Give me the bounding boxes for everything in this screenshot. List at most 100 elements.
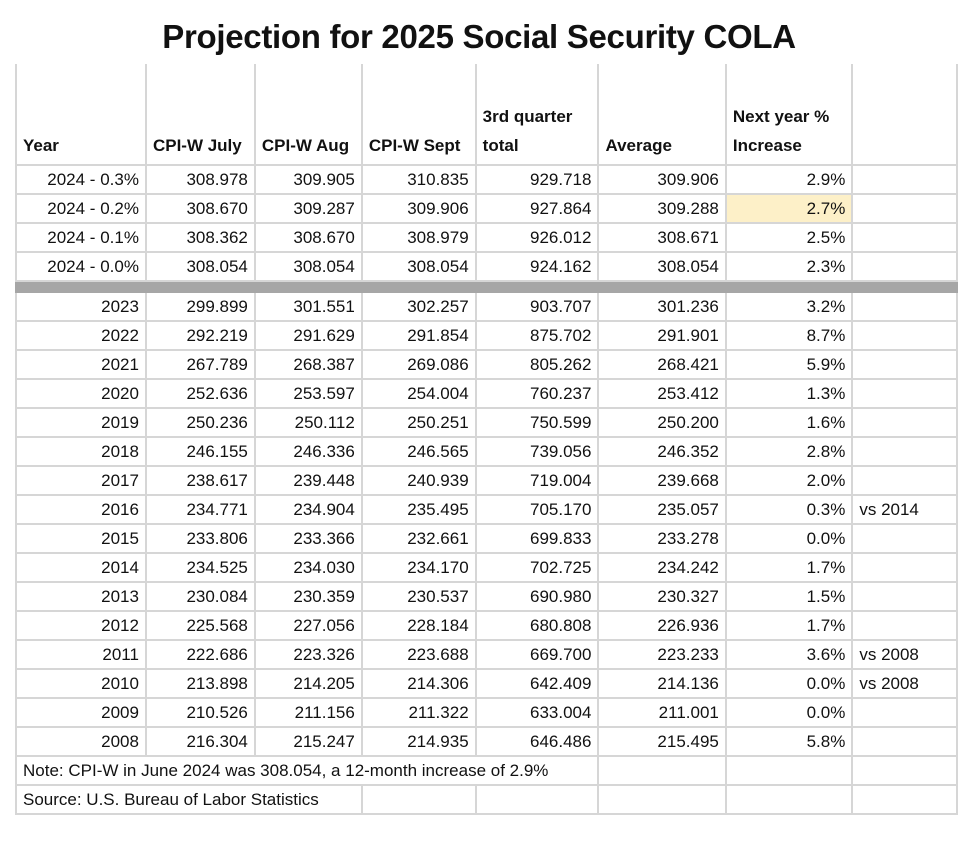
cell-july: 230.084 bbox=[144, 581, 256, 612]
cell-aug: 215.247 bbox=[253, 726, 363, 757]
blank-cell bbox=[851, 784, 958, 815]
cell-note bbox=[851, 193, 958, 224]
cell-year: 2022 bbox=[15, 320, 147, 351]
cell-average: 268.421 bbox=[597, 349, 727, 380]
cell-total: 929.718 bbox=[474, 164, 600, 195]
cell-total: 690.980 bbox=[474, 581, 600, 612]
cell-year: 2012 bbox=[15, 610, 147, 641]
header-average: Average bbox=[597, 64, 727, 166]
page-title: Projection for 2025 Social Security COLA bbox=[162, 18, 796, 55]
cell-increase: 1.7% bbox=[724, 552, 854, 583]
cell-note bbox=[851, 552, 958, 583]
cell-note bbox=[851, 523, 958, 554]
table-row: 2024 - 0.1% 308.362 308.670 308.979 926.012 3… bbox=[15, 222, 958, 253]
cell-aug: 211.156 bbox=[253, 697, 363, 728]
cell-aug: 301.551 bbox=[253, 291, 363, 322]
cell-july: 216.304 bbox=[144, 726, 256, 757]
cell-year: 2018 bbox=[15, 436, 147, 467]
cell-july: 233.806 bbox=[144, 523, 256, 554]
header-blank bbox=[851, 64, 958, 166]
cell-aug: 239.448 bbox=[253, 465, 363, 496]
blank-cell bbox=[724, 784, 854, 815]
cell-average: 308.054 bbox=[597, 251, 727, 282]
cell-aug: 214.205 bbox=[253, 668, 363, 699]
header-year: Year bbox=[15, 64, 147, 166]
cell-year: 2024 - 0.2% bbox=[15, 193, 147, 224]
cell-average: 211.001 bbox=[597, 697, 727, 728]
cell-year: 2024 - 0.3% bbox=[15, 164, 147, 195]
cell-year: 2017 bbox=[15, 465, 147, 496]
cell-year: 2008 bbox=[15, 726, 147, 757]
cell-july: 246.155 bbox=[144, 436, 256, 467]
cell-sept: 223.688 bbox=[360, 639, 477, 670]
cell-average: 223.233 bbox=[597, 639, 727, 670]
cell-july: 252.636 bbox=[144, 378, 256, 409]
cell-increase: 3.2% bbox=[724, 291, 854, 322]
cell-year: 2016 bbox=[15, 494, 147, 525]
header-q3-total: 3rd quarter total bbox=[474, 64, 600, 166]
cell-july: 250.236 bbox=[144, 407, 256, 438]
table-row: 2011 222.686 223.326 223.688 669.700 223.233 3… bbox=[15, 639, 958, 670]
cell-note: vs 2008 bbox=[851, 639, 958, 670]
cell-aug: 234.904 bbox=[253, 494, 363, 525]
table-row: 2019 250.236 250.112 250.251 750.599 250.200 1… bbox=[15, 407, 958, 438]
cell-total: 705.170 bbox=[474, 494, 600, 525]
cell-increase: 2.7% bbox=[724, 193, 854, 224]
cell-note bbox=[851, 222, 958, 253]
table-row: 2023 299.899 301.551 302.257 903.707 301.236 3… bbox=[15, 291, 958, 322]
cell-increase: 0.3% bbox=[724, 494, 854, 525]
cell-july: 308.362 bbox=[144, 222, 256, 253]
cell-aug: 308.670 bbox=[253, 222, 363, 253]
cell-note bbox=[851, 726, 958, 757]
header-row: Year CPI-W July CPI-W Aug CPI-W Sept 3rd qua… bbox=[15, 64, 958, 166]
table-row: 2012 225.568 227.056 228.184 680.808 226.936 1… bbox=[15, 610, 958, 641]
cell-sept: 269.086 bbox=[360, 349, 477, 380]
cell-aug: 291.629 bbox=[253, 320, 363, 351]
blank-cell bbox=[851, 755, 958, 786]
cell-sept: 308.979 bbox=[360, 222, 477, 253]
cell-total: 750.599 bbox=[474, 407, 600, 438]
cell-sept: 228.184 bbox=[360, 610, 477, 641]
cell-total: 642.409 bbox=[474, 668, 600, 699]
cell-sept: 232.661 bbox=[360, 523, 477, 554]
cell-note bbox=[851, 581, 958, 612]
cell-average: 246.352 bbox=[597, 436, 727, 467]
cell-increase: 1.5% bbox=[724, 581, 854, 612]
cell-aug: 250.112 bbox=[253, 407, 363, 438]
cell-sept: 211.322 bbox=[360, 697, 477, 728]
blank-cell bbox=[360, 784, 477, 815]
cell-aug: 230.359 bbox=[253, 581, 363, 612]
blank-cell bbox=[474, 784, 600, 815]
footnote-row: Note: CPI-W in June 2024 was 308.054, a … bbox=[14, 755, 958, 786]
cell-sept: 246.565 bbox=[360, 436, 477, 467]
cell-note bbox=[851, 697, 958, 728]
header-cpi-aug: CPI-W Aug bbox=[253, 64, 363, 166]
cell-july: 308.978 bbox=[144, 164, 256, 195]
blank-cell bbox=[597, 755, 727, 786]
cell-july: 267.789 bbox=[144, 349, 256, 380]
cell-increase: 1.7% bbox=[724, 610, 854, 641]
cell-average: 234.242 bbox=[597, 552, 727, 583]
cell-average: 309.288 bbox=[597, 193, 727, 224]
cell-sept: 310.835 bbox=[360, 164, 477, 195]
cell-total: 702.725 bbox=[474, 552, 600, 583]
cell-average: 291.901 bbox=[597, 320, 727, 351]
cell-increase: 2.9% bbox=[724, 164, 854, 195]
cell-total: 633.004 bbox=[474, 697, 600, 728]
cell-increase: 2.5% bbox=[724, 222, 854, 253]
cell-average: 309.906 bbox=[597, 164, 727, 195]
cell-average: 250.200 bbox=[597, 407, 727, 438]
cell-increase: 1.3% bbox=[724, 378, 854, 409]
table-row: 2024 - 0.2% 308.670 309.287 309.906 927.864 3… bbox=[15, 193, 958, 224]
cell-increase: 0.0% bbox=[724, 697, 854, 728]
cell-note bbox=[851, 407, 958, 438]
table-row: 2022 292.219 291.629 291.854 875.702 291.901 8… bbox=[15, 320, 958, 351]
separator-cell bbox=[15, 280, 958, 293]
cell-july: 299.899 bbox=[144, 291, 256, 322]
cell-sept: 291.854 bbox=[360, 320, 477, 351]
cell-increase: 2.8% bbox=[724, 436, 854, 467]
cola-table: Year CPI-W July CPI-W Aug CPI-W Sept 3rd qua… bbox=[14, 64, 958, 815]
cell-total: 927.864 bbox=[474, 193, 600, 224]
cell-july: 308.670 bbox=[144, 193, 256, 224]
cell-aug: 308.054 bbox=[253, 251, 363, 282]
